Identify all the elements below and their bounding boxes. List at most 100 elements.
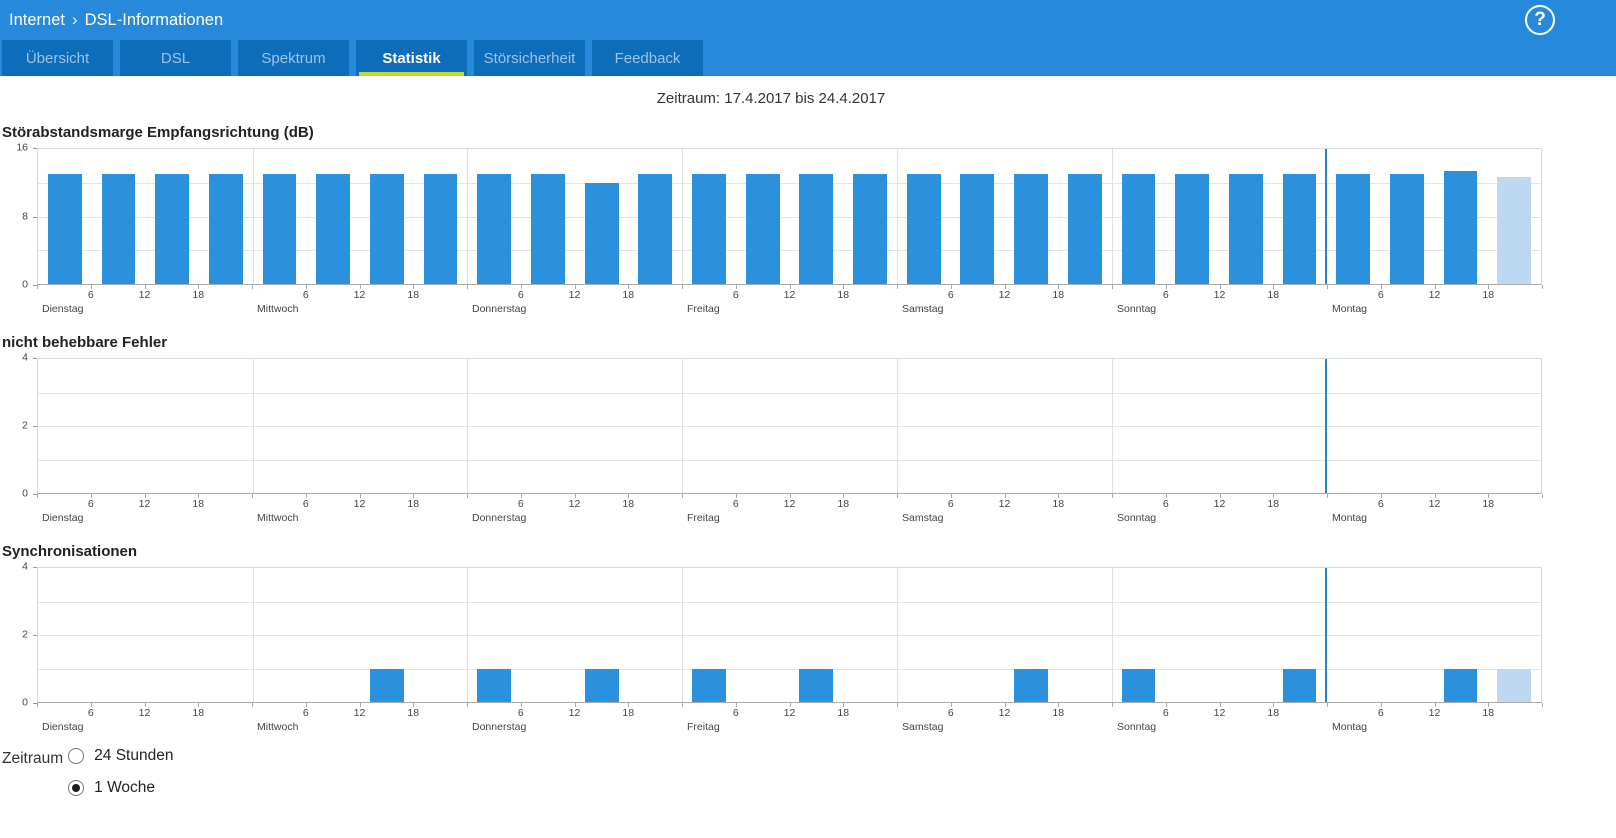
bar (155, 174, 190, 284)
bar (1443, 170, 1478, 284)
header: Internet › DSL-Informationen ? Übersicht… (0, 0, 1616, 76)
current-time-marker (1325, 359, 1328, 493)
period-text: Zeitraum: 17.4.2017 bis 24.4.2017 (656, 90, 886, 107)
day-label-samstag: Samstag (902, 721, 944, 733)
y-axis: 0 8 16 (0, 141, 37, 290)
chart-plot (37, 148, 1542, 285)
radio-unselected-icon[interactable] (68, 748, 85, 764)
x-tick-mark (950, 285, 952, 289)
x-axis-ticks: 6 12 18 6 12 18 6 12 18 6 12 18 6 12 18 6 12 18 6 12 18 (37, 285, 1543, 302)
tab-feedback[interactable]: Feedback (592, 40, 703, 76)
x-tick-label: 12 (998, 289, 1011, 301)
x-tick-mark (843, 285, 845, 289)
gridline-day-boundary (252, 568, 254, 702)
x-tick-mark (735, 494, 737, 498)
x-tick-mark (1112, 494, 1113, 498)
current-time-marker (1325, 149, 1328, 284)
gridline-day-boundary (896, 359, 898, 493)
gridline-day-boundary (467, 149, 469, 284)
tab-störsicherheit[interactable]: Störsicherheit (474, 40, 585, 76)
x-tick-label: 12 (568, 498, 581, 510)
y-tick-mark (33, 148, 37, 149)
x-tick-mark (1542, 285, 1543, 289)
breadcrumb-section[interactable]: Internet (9, 10, 65, 29)
tab-spektrum[interactable]: Spektrum (238, 40, 349, 76)
x-tick-label: 12 (998, 498, 1011, 510)
gridline-horizontal (38, 216, 1541, 218)
x-axis-ticks: 6 12 18 6 12 18 6 12 18 6 12 18 6 12 18 6 12 18 6 12 18 (37, 703, 1543, 720)
x-tick-mark (1165, 703, 1167, 707)
x-tick-label: 6 (732, 707, 739, 719)
x-tick-label: 18 (407, 498, 420, 510)
x-tick-label: 12 (353, 498, 366, 510)
x-tick-mark (574, 285, 576, 289)
x-tick-label: 18 (622, 707, 635, 719)
x-tick-label: 6 (302, 289, 309, 301)
y-axis: 0 2 4 (0, 351, 37, 499)
x-tick-label: 6 (87, 498, 94, 510)
y-tick-label: 2 (22, 628, 28, 641)
x-tick-mark (628, 494, 630, 498)
bar (1336, 174, 1371, 284)
x-tick-mark (735, 703, 737, 707)
radio-option-1-woche[interactable]: 1 Woche (68, 779, 173, 797)
gridline-day-boundary (896, 568, 898, 702)
x-tick-mark (252, 285, 253, 289)
x-tick-label: 12 (1213, 498, 1226, 510)
bar (101, 174, 136, 284)
x-tick-mark (252, 703, 253, 707)
x-tick-mark (1004, 703, 1006, 707)
x-tick-label: 6 (1377, 498, 1384, 510)
x-tick-label: 12 (1213, 289, 1226, 301)
x-tick-label: 6 (517, 289, 524, 301)
day-label-donnerstag: Donnerstag (472, 512, 527, 524)
chart-title: Synchronisationen (2, 543, 138, 560)
bar (47, 174, 82, 284)
x-tick-mark (1380, 703, 1382, 707)
x-tick-label: 6 (1377, 707, 1384, 719)
bar (799, 668, 834, 702)
bar (1282, 668, 1317, 702)
x-tick-mark (1165, 494, 1167, 498)
x-tick-label: 12 (138, 289, 151, 301)
x-tick-label: 12 (568, 289, 581, 301)
radio-selected-icon[interactable] (68, 780, 85, 796)
x-tick-mark (305, 285, 307, 289)
bar (477, 174, 512, 284)
bar (799, 174, 834, 284)
x-tick-label: 6 (87, 289, 94, 301)
tab-statistik[interactable]: Statistik (356, 40, 467, 76)
x-tick-mark (1273, 494, 1275, 498)
x-tick-mark (682, 494, 683, 498)
tab-übersicht[interactable]: Übersicht (2, 40, 113, 76)
x-tick-mark (1219, 285, 1221, 289)
gridline-day-boundary (1111, 359, 1113, 493)
chart-title: nicht behebbare Fehler (2, 334, 168, 351)
x-tick-label: 18 (1267, 289, 1280, 301)
bar (1014, 668, 1048, 702)
help-button[interactable]: ? (1525, 5, 1555, 35)
x-tick-mark (1488, 494, 1490, 498)
x-tick-mark (305, 703, 307, 707)
day-label-samstag: Samstag (902, 512, 944, 524)
x-tick-mark (37, 494, 38, 498)
x-tick-mark (1112, 703, 1113, 707)
day-label-montag: Montag (1332, 303, 1368, 315)
x-tick-mark (1488, 285, 1490, 289)
y-tick-label: 0 (22, 696, 28, 709)
x-tick-mark (1380, 285, 1382, 289)
chart-plot (37, 567, 1542, 703)
period-controls-label: Zeitraum (2, 750, 64, 767)
x-tick-label: 18 (1267, 707, 1280, 719)
x-tick-mark (682, 703, 683, 707)
x-tick-mark (789, 494, 791, 498)
x-tick-mark (950, 494, 952, 498)
x-tick-mark (897, 285, 898, 289)
tab-dsl[interactable]: DSL (120, 40, 231, 76)
x-tick-label: 18 (622, 289, 635, 301)
x-tick-mark (789, 285, 791, 289)
chart-synchronizations: Synchronisationen 0 2 4 6 12 18 6 12 18 6 12 18 6 12… (0, 543, 1543, 735)
radio-option-24-stunden[interactable]: 24 Stunden (68, 747, 173, 765)
x-axis-day-labels: Dienstag Mittwoch Donnerstag Freitag Samstag… (37, 302, 1542, 317)
x-tick-mark (198, 703, 200, 707)
